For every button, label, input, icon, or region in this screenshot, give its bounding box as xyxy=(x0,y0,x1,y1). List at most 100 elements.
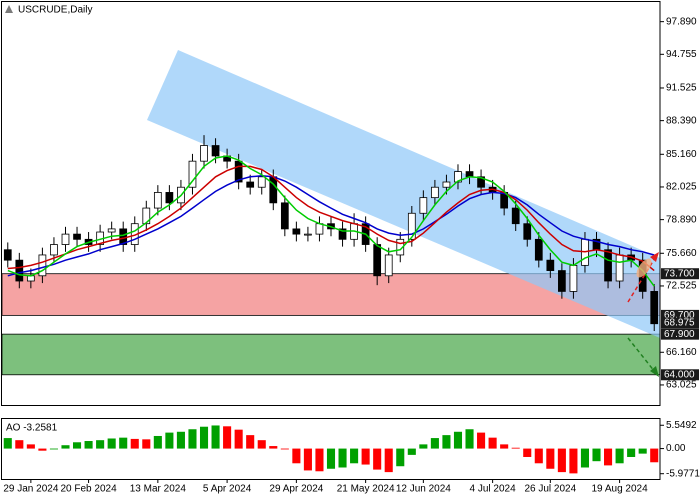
ao-bar xyxy=(84,441,93,449)
price-label: 69.700 xyxy=(664,310,695,321)
x-tick-label: 21 May 2024 xyxy=(337,484,395,495)
down-arrow-head xyxy=(650,366,659,377)
y-tick-label: 63.025 xyxy=(666,380,697,391)
candle-body xyxy=(234,160,243,183)
ao-bar xyxy=(534,448,543,464)
candle-body xyxy=(246,181,255,188)
candle-body xyxy=(153,192,162,209)
price-label: 73.700 xyxy=(664,268,695,279)
y-tick-label: 85.160 xyxy=(666,149,697,160)
price-label: 67.900 xyxy=(664,329,695,340)
x-tick-label: 26 Jul 2024 xyxy=(524,484,576,495)
candle-body xyxy=(257,176,266,188)
candle-body xyxy=(465,171,474,178)
candle-body xyxy=(15,259,24,282)
price-label-box xyxy=(661,328,699,340)
ao-bar xyxy=(199,426,209,449)
candle-body xyxy=(269,176,278,204)
candle-body xyxy=(569,264,578,292)
candle-body xyxy=(280,202,289,230)
moving-average xyxy=(7,165,655,272)
candle-body xyxy=(384,254,393,277)
candle-body xyxy=(523,223,532,240)
ao-bar xyxy=(592,448,601,462)
ao-bar xyxy=(326,448,336,469)
candle-body xyxy=(188,160,197,188)
x-tick-label: 13 Mar 2024 xyxy=(130,484,187,495)
price-label: 64.000 xyxy=(664,369,695,380)
ao-bar xyxy=(3,438,12,449)
ao-bar xyxy=(165,432,174,449)
y-tick-label: 78.890 xyxy=(666,214,697,225)
ao-bar xyxy=(523,448,532,457)
up-arrow-head xyxy=(650,252,659,262)
ao-bar xyxy=(477,432,486,449)
candle-body xyxy=(534,238,543,261)
ao-bar xyxy=(407,448,416,455)
y-tick-label: 72.525 xyxy=(666,281,697,292)
ao-bar xyxy=(350,448,359,464)
ao-title: AO -3.2581 xyxy=(6,423,58,434)
marker xyxy=(636,258,652,278)
candle-body xyxy=(558,270,566,292)
x-tick-label: 29 Apr 2024 xyxy=(269,484,323,495)
ao-bar xyxy=(453,431,463,449)
ao-bar xyxy=(26,444,35,449)
candle-body xyxy=(615,254,624,282)
candle-body xyxy=(292,228,301,235)
plot xyxy=(3,135,659,332)
ao-bar xyxy=(396,448,405,467)
y-tick-label: 5.5492 xyxy=(666,420,697,431)
ao-bar xyxy=(15,440,24,449)
candle-body xyxy=(200,145,208,162)
candle-body xyxy=(407,212,416,240)
ao-bar xyxy=(580,448,590,468)
ao-bar xyxy=(569,448,578,474)
symbol-icon xyxy=(5,5,13,13)
y-tick-label: -5.9771 xyxy=(666,468,700,479)
x-tick-label: 4 Jul 2024 xyxy=(470,484,517,495)
candle-body xyxy=(396,238,405,256)
x-tick-label: 12 Jun 2024 xyxy=(396,484,451,495)
ao-bar xyxy=(430,438,439,449)
ao-bar xyxy=(61,445,70,449)
y-tick-label: 97.890 xyxy=(666,16,697,27)
candle-body xyxy=(477,176,485,188)
candle-body xyxy=(419,197,428,214)
candle-body xyxy=(315,223,324,235)
x-tick-label: 20 Feb 2024 xyxy=(60,484,117,495)
ao-bar xyxy=(280,448,289,450)
ao-bar xyxy=(557,448,566,473)
zone xyxy=(1,333,661,376)
candle-body xyxy=(546,259,555,271)
ao-bar xyxy=(223,426,232,449)
ao-bar xyxy=(384,448,393,473)
candle-body xyxy=(304,233,312,236)
ao-bar xyxy=(650,448,659,463)
ao-bar xyxy=(338,448,347,468)
ao-bar xyxy=(442,435,451,449)
price-label-box xyxy=(661,369,699,381)
candle-body xyxy=(211,145,220,157)
ao-bar xyxy=(142,439,151,449)
price-label-box xyxy=(661,309,699,321)
ao-bar xyxy=(119,437,128,449)
x-tick-label: 19 Aug 2024 xyxy=(592,484,649,495)
ao-bar xyxy=(604,448,613,466)
ao-bar xyxy=(465,429,474,449)
y-tick-label: 94.755 xyxy=(666,49,697,60)
y-tick-label: 66.160 xyxy=(666,347,697,358)
candle-body xyxy=(61,233,70,245)
moving-average xyxy=(7,175,655,277)
price-label-box xyxy=(661,317,699,329)
ao-bar xyxy=(96,440,105,449)
chart-title: USCRUDE,Daily xyxy=(18,5,92,16)
price-label: 68.975 xyxy=(664,318,695,329)
ao-bar xyxy=(246,435,255,449)
y-tick-label: 91.525 xyxy=(666,83,697,94)
ao-bar xyxy=(303,448,312,471)
y-tick-label: 88.390 xyxy=(666,115,697,126)
ao-bar xyxy=(315,448,324,472)
